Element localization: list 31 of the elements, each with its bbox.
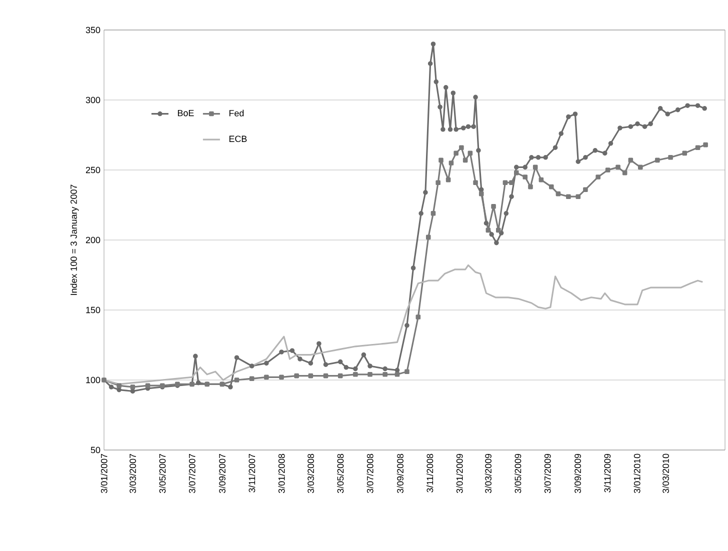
x-tick-label: 3/07/2007	[188, 454, 196, 494]
x-tick-label: 3/01/2009	[456, 454, 463, 494]
x-tick-label: 3/09/2009	[574, 454, 581, 494]
legend-label: ECB	[229, 136, 247, 142]
x-tick-label: 3/09/2007	[218, 454, 226, 494]
x-tick-label: 3/03/2009	[484, 454, 492, 494]
x-tick-label: 3/03/2008	[307, 454, 314, 494]
y-tick-label: 50	[90, 446, 100, 454]
y-tick-label: 200	[86, 236, 100, 244]
y-tick-label: 350	[86, 26, 100, 34]
y-axis-title: Index 100 = 3 January 2007	[70, 184, 79, 295]
x-tick-label: 3/11/2007	[248, 454, 256, 492]
x-tick-label: 3/01/2008	[278, 454, 285, 494]
y-tick-label: 300	[86, 96, 100, 104]
x-tick-label: 3/05/2008	[337, 454, 344, 494]
x-tick-label: 3/03/2007	[129, 454, 136, 494]
x-tick-label: 3/07/2009	[544, 454, 551, 494]
x-tick-label: 3/07/2008	[366, 454, 374, 494]
x-tick-label: 3/01/2007	[100, 454, 108, 494]
x-tick-label: 3/11/2008	[426, 454, 434, 492]
y-tick-label: 150	[86, 306, 100, 314]
x-tick-label: 3/05/2007	[159, 454, 166, 494]
x-tick-label: 3/01/2010	[634, 454, 640, 494]
x-tick-label: 3/03/2010	[662, 454, 669, 494]
legend-label: BoE	[178, 110, 194, 116]
legend-label: Fed	[229, 110, 244, 116]
x-tick-label: 3/09/2008	[396, 454, 404, 494]
x-tick-label: 3/11/2009	[604, 454, 611, 492]
y-tick-label: 100	[86, 376, 100, 384]
y-tick-label: 250	[86, 166, 100, 174]
x-tick-label: 3/05/2009	[514, 454, 522, 494]
